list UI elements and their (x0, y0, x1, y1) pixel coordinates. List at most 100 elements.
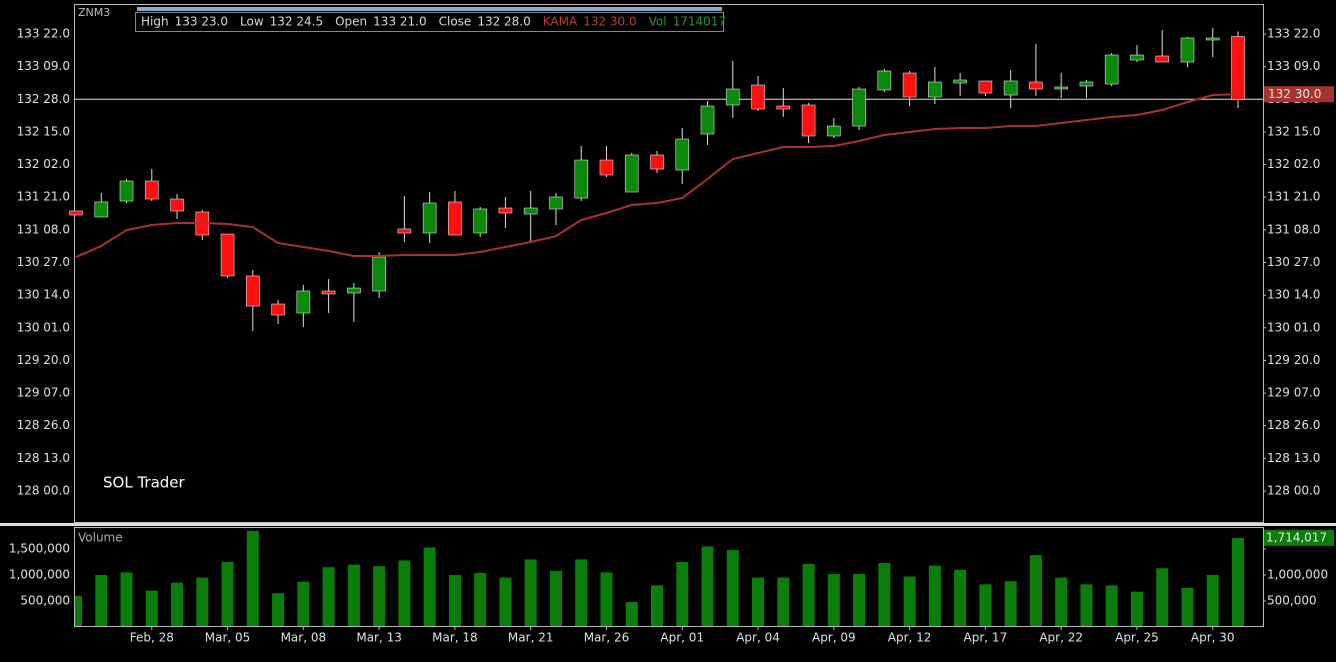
volume-bar (1181, 588, 1194, 626)
candle-body (271, 303, 285, 316)
y-tick-label-right: 132 02.0 (1267, 157, 1320, 171)
candle-body (69, 210, 83, 216)
volume-bar (752, 577, 765, 626)
header-value: 133 23.0 (175, 15, 228, 29)
volume-bar (802, 564, 815, 626)
header-label: Vol (649, 15, 667, 29)
candle-body (700, 105, 715, 135)
y-tick-label: 133 22.0 (17, 27, 70, 41)
y-tick-label: 128 00.0 (17, 483, 70, 497)
volume-bar (221, 562, 234, 626)
volume-bar (1156, 568, 1169, 626)
header-box (135, 12, 724, 32)
symbol: ZNM3 (78, 6, 110, 19)
volume-bar (954, 569, 967, 626)
candle-body (246, 275, 260, 307)
header-value: 132 28.0 (477, 15, 530, 29)
y-tick-label: 130 27.0 (17, 255, 70, 269)
volume-bar (297, 581, 310, 626)
x-tick-label: Apr, 25 (1115, 631, 1159, 645)
volume-bar (878, 563, 891, 626)
y-tick-label: 131 21.0 (17, 190, 70, 204)
y-tick-label-right: 133 09.0 (1267, 59, 1320, 73)
volume-bar (651, 585, 663, 626)
volume-bar (75, 595, 82, 626)
candle-body (650, 154, 664, 170)
kama-badge-label: 132 30.0 (1268, 87, 1321, 101)
volume-panel (74, 527, 1264, 627)
candle-body (902, 72, 917, 98)
header-value: 132 24.5 (270, 15, 323, 29)
candle-body (94, 201, 109, 218)
y-tick-label-right: 130 14.0 (1267, 288, 1320, 302)
candle-body (599, 159, 614, 176)
volume-bar (474, 572, 487, 626)
volume-bar (1232, 537, 1244, 626)
volume-badge-label: 1,714,017 (1266, 530, 1327, 544)
kama-line (75, 93, 1239, 258)
volume-bar (398, 560, 411, 626)
x-tick-label: Apr, 17 (964, 631, 1008, 645)
candle-body (397, 228, 412, 234)
volume-bar (1105, 585, 1118, 626)
y-tick-label: 130 01.0 (17, 320, 70, 334)
candle-body (1231, 36, 1245, 100)
header-label: Close (439, 15, 472, 29)
volume-bar (322, 567, 335, 626)
price-panel (74, 4, 1264, 523)
candle-body (1104, 54, 1119, 85)
y-tick-label-right: 128 26.0 (1267, 418, 1320, 432)
x-tick-label: Mar, 26 (584, 631, 630, 645)
y-tick-label-right: 128 00.0 (1267, 483, 1320, 497)
candle-body (776, 105, 791, 110)
y-tick-label: 128 26.0 (17, 418, 70, 432)
y-tick-label-right: 130 27.0 (1267, 255, 1320, 269)
volume-bar (600, 572, 613, 626)
x-tick-label: Mar, 05 (205, 631, 251, 645)
y-tick-label-right: 131 08.0 (1267, 222, 1320, 236)
volume-bar (171, 582, 184, 626)
y-tick-label: 128 13.0 (17, 451, 70, 465)
candle-body (1130, 54, 1144, 61)
candle-body (1054, 86, 1068, 90)
volume-bar (549, 570, 562, 626)
volume-bar (575, 559, 588, 626)
candle-body (751, 84, 765, 110)
y-tick-label: 129 20.0 (17, 353, 70, 367)
volume-bar (1206, 575, 1219, 626)
volume-bar (1080, 584, 1093, 626)
volume-bar (928, 565, 941, 626)
volume-bar (827, 573, 840, 626)
y-tick-label: 132 15.0 (17, 124, 70, 138)
x-tick-label: Apr, 30 (1191, 631, 1235, 645)
candle-body (549, 196, 563, 210)
header-label: KAMA (543, 15, 578, 29)
volume-bar (423, 547, 436, 626)
volume-bar (1029, 555, 1042, 626)
volume-title: Volume (78, 531, 123, 545)
y-tick-label-right: 128 13.0 (1267, 451, 1320, 465)
header-label: High (141, 15, 169, 29)
volume-bar (903, 576, 916, 626)
candle-body (170, 198, 184, 212)
candle-body (852, 88, 866, 127)
header-bar (137, 7, 722, 11)
x-tick-label: Apr, 09 (812, 631, 856, 645)
volume-tick-label-right: 500,000 (1267, 594, 1317, 608)
x-tick-label: Mar, 21 (508, 631, 554, 645)
volume-bar (373, 566, 386, 626)
volume-bar (1004, 581, 1017, 626)
candle-body (119, 180, 134, 202)
candle-body (347, 287, 361, 294)
header-value: 132 30.0 (583, 15, 636, 29)
x-tick-label: Apr, 04 (736, 631, 780, 645)
volume-bar (448, 575, 461, 626)
volume-bar (777, 577, 790, 626)
y-tick-label-right: 129 07.0 (1267, 386, 1320, 400)
header-value: 1714017 (673, 15, 726, 29)
volume-tick-label-right: 1,000,000 (1267, 568, 1328, 582)
x-tick-label: Apr, 01 (660, 631, 704, 645)
x-tick-label: Mar, 13 (356, 631, 402, 645)
